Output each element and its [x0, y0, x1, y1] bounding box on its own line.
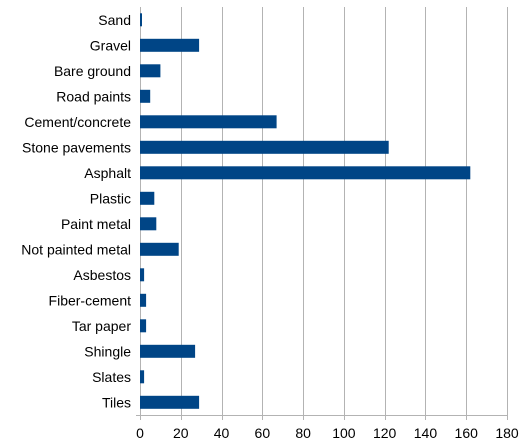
category-label: Not painted metal	[21, 241, 131, 257]
category-label: Asbestos	[73, 267, 131, 283]
x-tick-label: 20	[173, 425, 189, 441]
bar	[140, 242, 179, 256]
bar	[140, 166, 471, 180]
grid-lines	[136, 7, 508, 420]
category-label: Bare ground	[54, 63, 131, 79]
bar	[140, 191, 155, 205]
category-label: Road paints	[56, 88, 131, 104]
bar	[140, 64, 161, 78]
bar	[140, 217, 157, 231]
x-tick-label: 140	[414, 425, 438, 441]
x-tick-label: 180	[495, 425, 519, 441]
x-tick-label: 160	[455, 425, 479, 441]
x-tick-label: 60	[255, 425, 271, 441]
bar	[140, 319, 147, 333]
category-label: Slates	[92, 369, 131, 385]
x-tick-label: 100	[332, 425, 356, 441]
x-tick-label: 120	[373, 425, 397, 441]
category-labels: Sand Gravel Bare ground Road paints Cement/c…	[21, 12, 132, 410]
bar	[140, 115, 277, 129]
bar	[140, 344, 196, 358]
category-label: Tiles	[102, 394, 131, 410]
bar	[140, 89, 151, 103]
bar	[140, 370, 145, 384]
bar	[140, 38, 200, 52]
category-label: Paint metal	[61, 216, 131, 232]
bar	[140, 293, 147, 307]
category-label: Asphalt	[84, 165, 131, 181]
bar	[140, 140, 389, 154]
bar	[140, 268, 145, 282]
category-label: Stone pavements	[22, 139, 131, 155]
x-tick-labels: 0 20 40 60 80 100 120 140 160 180	[136, 425, 519, 441]
bars	[140, 13, 471, 409]
x-tick-label: 80	[295, 425, 311, 441]
category-label: Sand	[98, 12, 131, 28]
bar	[140, 13, 142, 27]
category-label: Fiber-cement	[49, 292, 132, 308]
category-label: Cement/concrete	[24, 114, 131, 130]
category-label: Shingle	[84, 343, 131, 359]
category-label: Plastic	[90, 190, 131, 206]
category-label: Tar paper	[72, 318, 131, 334]
x-tick-label: 40	[214, 425, 230, 441]
category-label: Gravel	[90, 37, 131, 53]
x-tick-label: 0	[136, 425, 144, 441]
bar	[140, 395, 200, 409]
